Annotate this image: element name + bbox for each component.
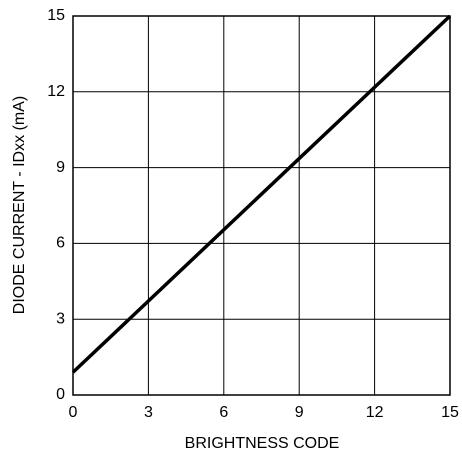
x-tick-label: 9 (295, 404, 304, 421)
x-tick-label: 0 (69, 404, 78, 421)
y-tick-label: 15 (47, 7, 65, 24)
y-axis-label: DIODE CURRENT - IDxx (mA) (11, 96, 28, 314)
x-axis-label: BRIGHTNESS CODE (185, 435, 340, 452)
y-tick-label: 9 (56, 159, 65, 176)
x-tick-label: 12 (366, 404, 384, 421)
y-tick-label: 6 (56, 235, 65, 252)
x-tick-label: 3 (144, 404, 153, 421)
x-tick-label: 6 (219, 404, 228, 421)
y-tick-label: 3 (56, 310, 65, 327)
y-tick-label: 0 (56, 386, 65, 403)
y-tick-label: 12 (47, 83, 65, 100)
plot-frame (72, 15, 451, 396)
x-tick-label: 15 (441, 404, 459, 421)
data-line (71, 14, 452, 374)
